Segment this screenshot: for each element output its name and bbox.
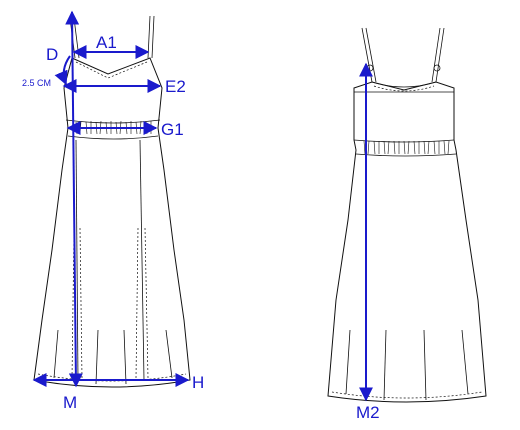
back-drape-2	[383, 329, 387, 401]
front-right-slit	[135, 227, 149, 379]
back-neckline-topstitch	[373, 85, 435, 92]
back-measurements: M2	[356, 62, 380, 422]
label-G1: G1	[161, 120, 184, 139]
label-M2: M2	[356, 403, 380, 422]
label-H: H	[192, 373, 204, 392]
label-offset-note: 2.5 CM	[22, 78, 51, 88]
back-silhouette	[327, 81, 487, 403]
label-D: D	[46, 45, 58, 64]
back-hem-topstitch	[331, 391, 483, 399]
front-right-strap	[147, 15, 155, 59]
measure-M-line	[65, 10, 83, 388]
front-drape-1	[53, 329, 59, 379]
back-drape-1	[345, 329, 351, 395]
back-drape-4	[461, 329, 469, 395]
front-right-panel-line	[139, 139, 145, 381]
back-right-adjuster	[433, 64, 441, 72]
back-drape-3	[423, 329, 427, 401]
front-dress	[33, 15, 191, 388]
front-measurements: A1 D 2.5 CM E2 G1 H M	[22, 10, 204, 412]
front-drape-4	[165, 329, 173, 379]
back-right-strap	[431, 27, 445, 83]
back-dress	[327, 27, 487, 403]
label-M: M	[63, 393, 77, 412]
back-left-strap	[361, 27, 377, 83]
back-neckline	[371, 81, 437, 88]
label-E2: E2	[165, 77, 186, 96]
label-A1: A1	[96, 33, 117, 52]
